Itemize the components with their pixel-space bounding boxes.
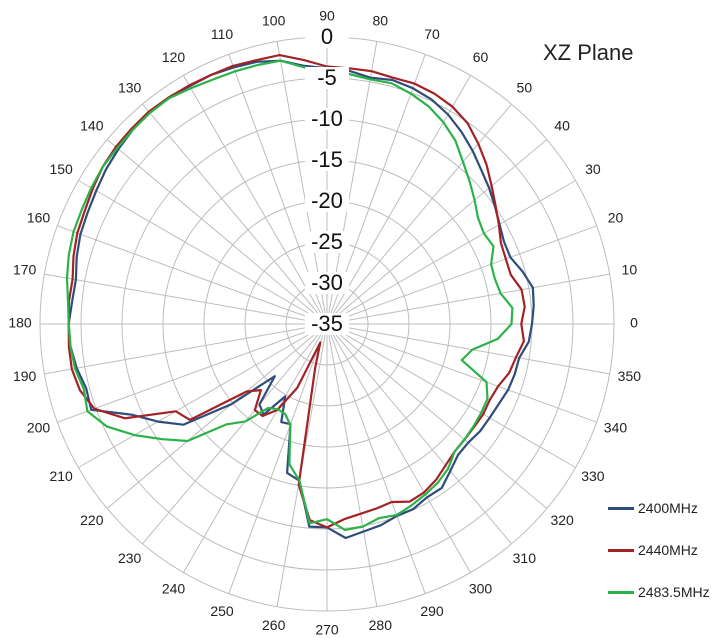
- angle-label: 40: [554, 117, 570, 133]
- angle-label: 220: [80, 512, 104, 528]
- angle-label: 290: [420, 603, 444, 619]
- grid-spoke: [326, 323, 610, 375]
- angle-label: 80: [373, 12, 389, 28]
- angle-label: 240: [162, 581, 186, 597]
- angle-label: 320: [550, 512, 574, 528]
- radial-label: 0: [321, 24, 333, 49]
- radial-label-bg: [305, 313, 349, 335]
- radial-labels: 0 -5 -10 -15 -20 -25 -30 -35: [305, 24, 349, 336]
- angle-label: 0: [630, 315, 638, 331]
- legend-label-2400: 2400MHz: [638, 500, 698, 516]
- radial-label-bg: [305, 149, 349, 171]
- grid-spoke: [326, 75, 471, 325]
- angle-labels: 0 10 20 30 40 50 60 70 80 90 100 110 120 130 140 150 160…: [8, 8, 641, 638]
- grid-spoke: [326, 323, 576, 468]
- angle-label: 310: [513, 550, 537, 566]
- grid-spoke: [326, 323, 378, 607]
- grid-spoke: [57, 323, 328, 423]
- legend-swatch-2400: [608, 506, 634, 510]
- chart-title: XZ Plane: [543, 40, 634, 65]
- angle-label: 280: [369, 617, 393, 633]
- radial-label-bg: [305, 190, 349, 212]
- grid-spoke: [142, 103, 328, 325]
- angle-label: 200: [27, 420, 51, 436]
- legend-item-2440: 2440MHz: [608, 540, 710, 560]
- angle-label: 70: [424, 26, 440, 42]
- grid-spoke: [326, 323, 548, 509]
- grid-spoke: [326, 103, 512, 325]
- radial-label: -20: [311, 188, 343, 213]
- angle-label: 50: [517, 80, 533, 96]
- grid-spoke: [326, 139, 548, 325]
- radial-label: -10: [311, 106, 343, 131]
- grid-spoke: [44, 323, 328, 375]
- angle-label: 190: [13, 368, 37, 384]
- radial-label: -5: [317, 65, 337, 90]
- grid-spoke: [78, 180, 328, 325]
- angle-label: 120: [162, 49, 186, 65]
- series-line-2: [65, 59, 514, 532]
- grid-spoke: [106, 139, 328, 325]
- angle-label: 260: [262, 617, 286, 633]
- legend-item-2400: 2400MHz: [608, 498, 710, 518]
- radial-label-bg: [305, 108, 349, 130]
- legend-label-2440: 2440MHz: [638, 542, 698, 558]
- grid-spoke: [183, 75, 328, 325]
- series-layer: [65, 53, 535, 540]
- radial-label: -25: [311, 229, 343, 254]
- legend-swatch-2440: [608, 548, 634, 552]
- angle-label: 350: [618, 368, 642, 384]
- angle-label: 110: [211, 26, 234, 42]
- angle-label: 60: [473, 49, 489, 65]
- legend: 2400MHz 2440MHz 2483.5MHz: [608, 498, 710, 624]
- radial-label: -30: [311, 270, 343, 295]
- angle-label: 270: [315, 622, 339, 638]
- grid-spoke: [326, 323, 471, 573]
- angle-label: 300: [469, 581, 493, 597]
- angle-label: 230: [118, 550, 142, 566]
- angle-label: 30: [585, 161, 601, 177]
- angle-label: 100: [262, 12, 286, 28]
- legend-item-2483: 2483.5MHz: [608, 582, 710, 602]
- angle-label: 330: [581, 468, 605, 484]
- angle-label: 170: [13, 261, 37, 277]
- legend-swatch-2483: [608, 590, 634, 594]
- angle-label: 250: [210, 603, 234, 619]
- grid-spoke: [78, 323, 328, 468]
- grid-spoke: [44, 273, 328, 325]
- radial-label-bg: [305, 67, 349, 89]
- grid-spoke: [326, 323, 597, 423]
- grid-spoke: [326, 180, 576, 325]
- radial-label-bg: [305, 272, 349, 294]
- grid-spoke: [106, 323, 328, 509]
- angle-label: 210: [49, 468, 73, 484]
- angle-label: 160: [27, 210, 51, 226]
- radial-label-bg: [305, 26, 349, 48]
- radial-label: -35: [311, 311, 343, 336]
- grid-spoke: [326, 225, 597, 325]
- angle-label: 90: [319, 8, 335, 24]
- radial-label: -15: [311, 147, 343, 172]
- angle-label: 10: [622, 261, 638, 277]
- grid-spoke: [142, 323, 328, 545]
- angle-label: 150: [49, 161, 73, 177]
- angle-label: 130: [118, 80, 142, 96]
- grid-spoke: [57, 225, 328, 325]
- grid-spoke: [326, 323, 426, 594]
- angle-label: 140: [80, 117, 104, 133]
- angle-label: 340: [604, 420, 628, 436]
- radial-label-bg: [305, 231, 349, 253]
- legend-label-2483: 2483.5MHz: [638, 584, 710, 600]
- angle-label: 20: [608, 210, 624, 226]
- grid-spoke: [228, 323, 328, 594]
- polar-grid: [39, 36, 615, 612]
- grid-spoke: [183, 323, 328, 573]
- grid-spoke: [326, 323, 512, 545]
- grid-spoke: [326, 273, 610, 325]
- angle-label: 180: [8, 315, 32, 331]
